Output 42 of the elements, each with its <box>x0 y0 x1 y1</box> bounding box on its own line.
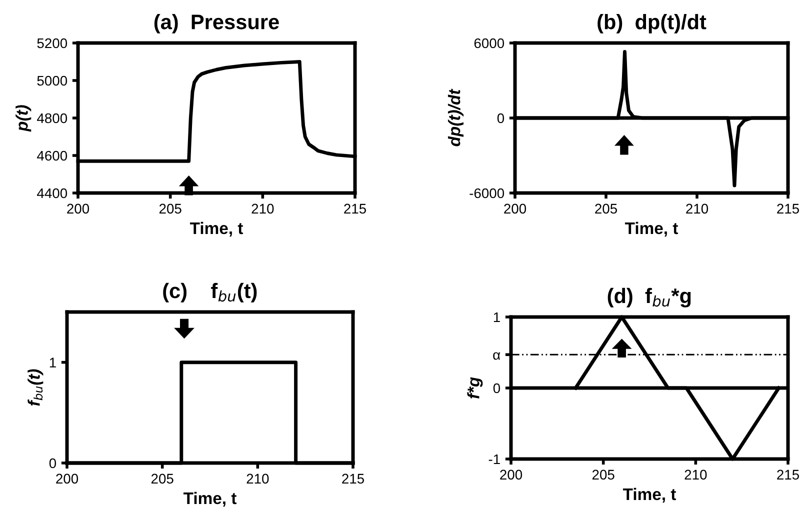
x-tick-label: 210 <box>686 204 708 214</box>
y-tick-label: 0 <box>49 458 56 468</box>
y-tick-label: 0 <box>493 383 500 394</box>
y-tick-label: -1 <box>488 454 500 464</box>
x-tick-label: 215 <box>777 470 800 480</box>
x-tick-label: 205 <box>595 204 618 214</box>
x-tick-label: 210 <box>252 204 274 214</box>
x-axis-title: Time, t <box>622 488 676 503</box>
y-tick-label: 5000 <box>37 76 68 86</box>
x-tick-label: 200 <box>500 470 522 480</box>
y-axis-title: p(t) <box>16 105 32 132</box>
x-tick-label: 215 <box>777 204 800 214</box>
y-tick-label: 6000 <box>474 38 504 48</box>
y-tick-label: -6000 <box>470 188 504 198</box>
y-tick-label: 1 <box>494 312 500 322</box>
x-axis-title: Time, t <box>624 222 678 237</box>
x-tick-label: 210 <box>684 470 707 480</box>
x-tick-label: 215 <box>344 204 366 214</box>
y-tick-label: 0 <box>497 113 504 124</box>
x-tick-label: 200 <box>56 474 78 484</box>
y-tick-label: 5200 <box>37 38 68 48</box>
x-tick-label: 205 <box>592 470 614 480</box>
x-tick-label: 215 <box>342 474 364 484</box>
x-tick-label: 205 <box>151 474 174 484</box>
chart-title: (c) f$_{bu}$(t) <box>163 282 257 302</box>
x-tick-label: 200 <box>504 204 526 214</box>
y-axis-title: f$_{bu}$(t) <box>28 369 44 406</box>
x-axis-title: Time, t <box>183 492 237 507</box>
chart-title: (d) f$_{bu}$*g <box>608 288 691 308</box>
y-axis-title: dp(t)/dt <box>448 88 464 146</box>
x-tick-label: 210 <box>246 474 269 484</box>
x-tick-label: 200 <box>67 204 90 214</box>
chart-title: (a) Pressure <box>154 14 279 34</box>
y-tick-label: 4400 <box>37 188 68 198</box>
y-axis-title: f*g <box>467 377 483 399</box>
y-tick-label: α <box>493 352 500 360</box>
x-axis-title: Time, t <box>190 222 244 237</box>
chart-title: (b) dp(t)/dt <box>598 14 706 34</box>
y-tick-label: 1 <box>50 358 56 368</box>
x-tick-label: 205 <box>159 204 182 214</box>
y-tick-label: 4800 <box>37 113 68 124</box>
y-tick-label: 4600 <box>37 150 68 161</box>
